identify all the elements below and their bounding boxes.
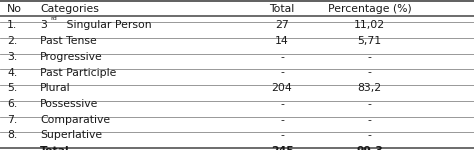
Text: 5,71: 5,71 <box>358 36 382 46</box>
Text: 204: 204 <box>272 83 292 93</box>
Text: -: - <box>368 99 372 109</box>
Text: 11,02: 11,02 <box>354 20 385 30</box>
Text: -: - <box>368 52 372 62</box>
Text: 83,2: 83,2 <box>358 83 382 93</box>
Text: -: - <box>280 52 284 62</box>
Text: 5.: 5. <box>7 83 18 93</box>
Text: -: - <box>368 130 372 141</box>
Text: Progressive: Progressive <box>40 52 103 62</box>
Text: 3: 3 <box>40 20 47 30</box>
Text: 3.: 3. <box>7 52 18 62</box>
Text: -: - <box>280 99 284 109</box>
Text: -: - <box>368 68 372 78</box>
Text: No: No <box>7 4 22 15</box>
Text: 8.: 8. <box>7 130 18 141</box>
Text: Total: Total <box>269 4 295 15</box>
Text: 99,3: 99,3 <box>356 146 383 150</box>
Text: Superlative: Superlative <box>40 130 102 141</box>
Text: Plural: Plural <box>40 83 71 93</box>
Text: 27: 27 <box>275 20 289 30</box>
Text: Percentage (%): Percentage (%) <box>328 4 411 15</box>
Text: 2.: 2. <box>7 36 18 46</box>
Text: Possessive: Possessive <box>40 99 99 109</box>
Text: rd: rd <box>51 16 58 21</box>
Text: -: - <box>280 130 284 141</box>
Text: Total: Total <box>40 146 70 150</box>
Text: 7.: 7. <box>7 115 18 125</box>
Text: -: - <box>280 115 284 125</box>
Text: Comparative: Comparative <box>40 115 110 125</box>
Text: Past Participle: Past Participle <box>40 68 117 78</box>
Text: 14: 14 <box>275 36 289 46</box>
Text: 245: 245 <box>271 146 293 150</box>
Text: 1.: 1. <box>7 20 18 30</box>
Text: Singular Person: Singular Person <box>63 20 151 30</box>
Text: -: - <box>280 68 284 78</box>
Text: Categories: Categories <box>40 4 99 15</box>
Text: 4.: 4. <box>7 68 18 78</box>
Text: 6.: 6. <box>7 99 18 109</box>
Text: Past Tense: Past Tense <box>40 36 97 46</box>
Text: -: - <box>368 115 372 125</box>
